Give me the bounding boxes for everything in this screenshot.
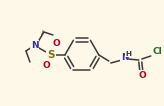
Text: O: O — [42, 61, 50, 70]
Text: H: H — [126, 51, 132, 57]
Text: Cl: Cl — [153, 47, 163, 56]
Text: N: N — [31, 40, 39, 50]
Text: S: S — [47, 50, 55, 60]
Text: O: O — [52, 40, 60, 49]
Text: N: N — [121, 54, 129, 63]
Text: /: / — [41, 30, 43, 36]
Text: O: O — [139, 70, 147, 80]
